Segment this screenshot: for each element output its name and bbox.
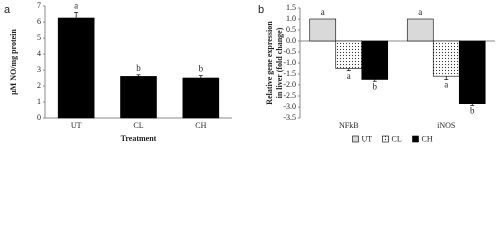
- y-tick-label: -1.0: [283, 58, 296, 67]
- figure: a μM NO/mg protein 0 1 2 3 4 5 6 7 UT a CL b CH b Treatm…: [4, 0, 495, 143]
- panel-label: b: [258, 4, 264, 16]
- y-tick-label: 1: [37, 97, 41, 106]
- panel-label: a: [4, 4, 11, 16]
- y-tick-label: 6: [37, 17, 41, 26]
- bar: [120, 76, 157, 119]
- x-tick-label: CL: [133, 121, 143, 130]
- bar: [361, 40, 389, 80]
- bar: [335, 40, 363, 69]
- bar: [57, 17, 95, 119]
- y-tick-label: -0.5: [283, 47, 296, 56]
- significance-letter: b: [470, 106, 475, 116]
- significance-letter: b: [199, 64, 204, 74]
- y-axis-label: Relative gene expression: [265, 21, 274, 105]
- significance-letter: a: [347, 71, 351, 81]
- y-tick-label: 4: [37, 49, 41, 58]
- y-tick-label: 7: [37, 1, 41, 10]
- x-tick-label: iNOS: [437, 121, 455, 130]
- bar: [182, 77, 220, 119]
- legend-swatch: [382, 135, 389, 143]
- y-tick-label: -3.5: [283, 113, 296, 122]
- significance-letter: a: [321, 7, 325, 17]
- significance-letter: b: [373, 81, 378, 91]
- y-tick-label: 3: [37, 65, 41, 74]
- legend-swatch: [352, 135, 359, 143]
- x-tick-label: NFkB: [339, 121, 359, 130]
- y-tick-label: 1.5: [286, 3, 296, 12]
- bar: [309, 18, 337, 42]
- x-axis-label: Treatment: [121, 134, 157, 143]
- y-tick-label: 5: [37, 33, 41, 42]
- x-tick-label: UT: [71, 121, 82, 130]
- legend-label: UT: [362, 134, 373, 143]
- bar: [432, 40, 460, 77]
- bar: [458, 40, 486, 105]
- bar: [406, 18, 434, 42]
- y-tick-label: 0.5: [286, 25, 296, 34]
- legend-label: CL: [392, 134, 402, 143]
- legend-label: CH: [422, 134, 433, 143]
- legend-swatch: [412, 135, 419, 143]
- x-tick-label: CH: [195, 121, 206, 130]
- y-tick-label: 0.0: [286, 36, 296, 45]
- y-tick-label: -2.5: [283, 91, 296, 100]
- y-tick-label: -3.0: [283, 102, 296, 111]
- y-tick-label: 0: [37, 113, 41, 122]
- significance-letter: a: [418, 7, 422, 17]
- significance-letter: a: [444, 80, 448, 90]
- y-tick-label: 1.0: [286, 14, 296, 23]
- y-axis-label: in liver (fold change): [275, 27, 284, 98]
- y-axis-label: μM NO/mg protein: [9, 29, 18, 95]
- y-tick-label: -2.0: [283, 80, 296, 89]
- y-tick-label: 2: [37, 81, 41, 90]
- significance-letter: b: [136, 63, 141, 73]
- significance-letter: a: [74, 0, 78, 10]
- y-tick-label: -1.5: [283, 69, 296, 78]
